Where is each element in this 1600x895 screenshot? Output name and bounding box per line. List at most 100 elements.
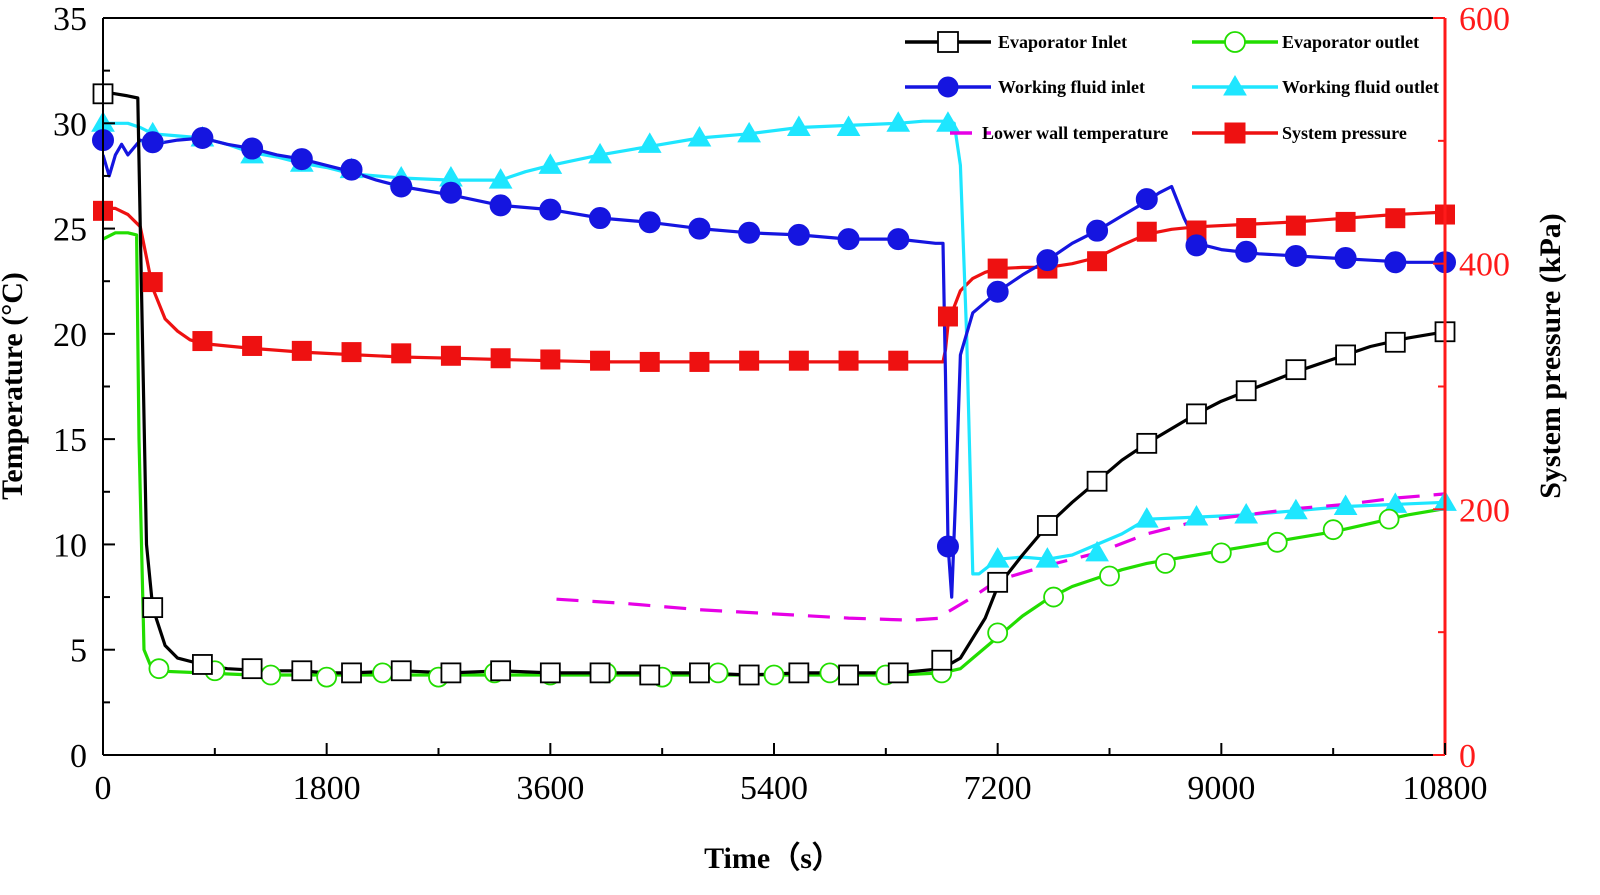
data-point-working-fluid-inlet [1334, 247, 1357, 270]
data-point-evaporator-outlet [1155, 552, 1176, 574]
series-markers-evaporator-outlet [148, 508, 1400, 688]
legend-label: Lower wall temperature [982, 123, 1168, 143]
data-point-evaporator-outlet [763, 664, 785, 686]
data-point-system-pressure [838, 350, 859, 371]
ticks-layer: 0 1800 3600 5400 7200 9000 1080005101520253035… [53, 1, 1510, 807]
legend-label: Evaporator Inlet [998, 32, 1127, 52]
legend-label: Working fluid outlet [1282, 77, 1439, 97]
data-point-evaporator-inlet [788, 662, 810, 684]
data-point-evaporator-inlet [1235, 380, 1257, 402]
data-point-system-pressure [192, 331, 213, 352]
legend-item-evaporator-inlet: Evaporator Inlet [905, 31, 1127, 53]
x-tick-label: 0 [95, 770, 112, 807]
data-point-system-pressure [341, 342, 362, 363]
data-point-working-fluid-inlet [589, 207, 612, 230]
data-point-evaporator-inlet [738, 664, 760, 686]
data-point-system-pressure [590, 350, 611, 371]
x-tick-label: 7200 [964, 770, 1032, 807]
series-line-evaporator-outlet [103, 231, 1445, 677]
y-right-tick-label: 200 [1459, 492, 1510, 529]
legend-label: Evaporator outlet [1282, 32, 1419, 52]
data-point-working-fluid-outlet [1134, 507, 1159, 528]
data-point-system-pressure [987, 258, 1008, 279]
data-point-working-fluid-outlet [985, 547, 1010, 568]
data-point-working-fluid-inlet [340, 158, 363, 181]
data-point-system-pressure [490, 348, 511, 369]
data-point-system-pressure [1335, 211, 1356, 232]
markers-layer [91, 83, 1457, 688]
y-right-tick-label: 400 [1459, 247, 1510, 284]
y-left-tick-label: 0 [70, 738, 87, 775]
data-point-evaporator-outlet [1210, 542, 1232, 564]
data-point-evaporator-inlet [838, 664, 859, 686]
data-point-working-fluid-outlet [637, 132, 662, 153]
data-point-working-fluid-inlet [787, 223, 810, 246]
data-point-evaporator-inlet [987, 571, 1009, 593]
data-point-evaporator-outlet [1322, 519, 1344, 541]
legend-item-evaporator-outlet: Evaporator outlet [1192, 31, 1419, 53]
data-point-working-fluid-inlet [439, 181, 462, 204]
series-markers-working-fluid-inlet [92, 127, 1456, 558]
data-point-evaporator-inlet [689, 662, 710, 684]
y-left-tick-label: 35 [53, 1, 87, 38]
data-point-system-pressure [1236, 218, 1257, 239]
data-point-working-fluid-inlet [191, 127, 214, 150]
data-point-working-fluid-outlet [687, 126, 712, 147]
data-point-working-fluid-outlet [538, 153, 563, 174]
x-axis-title: Time（s） [704, 841, 842, 875]
legend-marker [937, 76, 959, 98]
data-point-working-fluid-inlet [1135, 188, 1158, 211]
data-point-working-fluid-inlet [738, 221, 761, 244]
x-tick-label: 9000 [1187, 770, 1255, 807]
data-point-evaporator-outlet [148, 658, 170, 680]
data-point-evaporator-inlet [931, 649, 953, 671]
data-point-evaporator-outlet [260, 664, 282, 686]
data-point-evaporator-inlet [241, 658, 263, 680]
y-left-tick-label: 20 [53, 317, 87, 354]
data-point-working-fluid-outlet [1035, 547, 1060, 568]
data-point-working-fluid-inlet [1384, 251, 1407, 274]
data-point-working-fluid-inlet [141, 131, 164, 154]
data-point-system-pressure [242, 335, 263, 356]
data-point-evaporator-inlet [1335, 344, 1356, 366]
data-point-working-fluid-inlet [489, 194, 512, 217]
data-point-working-fluid-inlet [936, 535, 959, 558]
data-point-evaporator-inlet [1186, 403, 1207, 425]
series-markers-evaporator-inlet [92, 83, 1456, 686]
data-point-evaporator-inlet [142, 597, 164, 618]
data-point-evaporator-outlet [987, 622, 1009, 644]
data-point-evaporator-inlet [1036, 515, 1058, 536]
data-point-system-pressure [639, 351, 660, 372]
y-axis-left-title: Temperature (°C) [0, 272, 29, 500]
data-point-evaporator-inlet [1086, 470, 1108, 492]
data-point-system-pressure [1087, 251, 1108, 272]
data-point-evaporator-inlet [887, 662, 909, 684]
x-tick-label: 10800 [1403, 770, 1488, 807]
y-left-tick-label: 25 [53, 212, 87, 249]
data-point-evaporator-outlet [707, 662, 729, 684]
y-left-tick-label: 15 [53, 422, 87, 459]
data-point-working-fluid-outlet [737, 121, 762, 143]
legend-item-working-fluid-inlet: Working fluid inlet [905, 76, 1145, 98]
data-point-working-fluid-outlet [886, 111, 911, 132]
data-point-system-pressure [440, 345, 461, 366]
series-markers-system-pressure [93, 200, 1455, 372]
data-point-working-fluid-outlet [1234, 502, 1259, 524]
data-point-working-fluid-inlet [986, 280, 1009, 303]
data-point-system-pressure [391, 343, 412, 364]
data-point-evaporator-inlet [440, 662, 462, 684]
x-tick-label: 1800 [293, 770, 361, 807]
legend-item-working-fluid-outlet: Working fluid outlet [1192, 75, 1439, 97]
data-point-working-fluid-inlet [539, 198, 562, 221]
data-point-working-fluid-inlet [638, 211, 661, 234]
data-point-working-fluid-outlet [1284, 498, 1308, 520]
data-point-evaporator-outlet [1266, 531, 1288, 553]
data-point-working-fluid-outlet [488, 168, 513, 189]
legend-marker [1224, 31, 1246, 53]
y-left-tick-label: 10 [53, 527, 87, 564]
data-point-working-fluid-inlet [290, 148, 313, 171]
data-point-system-pressure [788, 350, 809, 371]
data-point-evaporator-outlet [819, 662, 841, 684]
data-point-working-fluid-inlet [1284, 244, 1307, 267]
